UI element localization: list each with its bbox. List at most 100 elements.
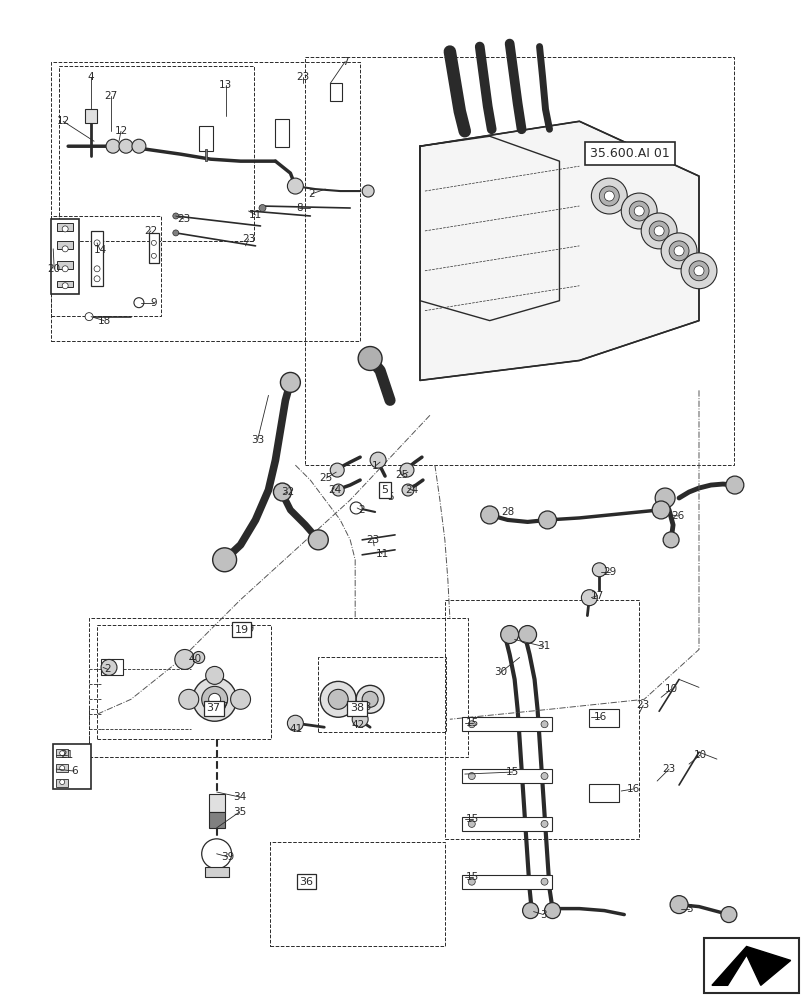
Text: 36: 36 — [299, 877, 313, 887]
Circle shape — [94, 240, 100, 246]
Circle shape — [106, 139, 120, 153]
Text: 17: 17 — [590, 591, 603, 601]
Text: 16: 16 — [626, 784, 639, 794]
Circle shape — [590, 178, 626, 214]
Text: 38: 38 — [358, 702, 371, 712]
Circle shape — [320, 681, 356, 717]
Text: 32: 32 — [281, 487, 294, 497]
Bar — [101, 659, 122, 675]
Text: 23: 23 — [366, 535, 380, 545]
Bar — [275, 119, 289, 147]
Bar — [57, 261, 73, 269]
Circle shape — [720, 907, 736, 923]
Text: 35.600.AI 01: 35.600.AI 01 — [590, 147, 669, 160]
Text: 11: 11 — [249, 210, 262, 220]
Circle shape — [62, 266, 68, 272]
Text: 25: 25 — [395, 470, 408, 480]
Text: 5: 5 — [381, 485, 388, 495]
Text: 23: 23 — [242, 234, 255, 244]
Circle shape — [62, 246, 68, 252]
Text: 15: 15 — [466, 814, 478, 824]
Bar — [56, 749, 68, 757]
Circle shape — [540, 721, 547, 728]
Bar — [91, 231, 103, 286]
Bar — [703, 938, 798, 993]
Text: 39: 39 — [221, 852, 234, 862]
Text: 5: 5 — [386, 492, 393, 502]
Bar — [51, 219, 79, 294]
Circle shape — [173, 213, 178, 219]
Circle shape — [280, 372, 300, 392]
Text: 2: 2 — [358, 505, 364, 515]
Text: 36: 36 — [303, 876, 316, 886]
Polygon shape — [419, 121, 698, 380]
Text: 6: 6 — [71, 766, 77, 776]
Circle shape — [654, 226, 663, 236]
Bar — [54, 744, 91, 789]
Circle shape — [230, 689, 251, 709]
Circle shape — [673, 246, 683, 256]
Text: 27: 27 — [105, 91, 118, 101]
Circle shape — [328, 689, 348, 709]
Text: 10: 10 — [663, 684, 677, 694]
Circle shape — [151, 240, 157, 245]
Circle shape — [308, 530, 328, 550]
Bar — [208, 812, 225, 828]
Circle shape — [259, 205, 266, 211]
Bar — [57, 223, 73, 231]
Circle shape — [212, 548, 236, 572]
Circle shape — [85, 313, 93, 321]
Circle shape — [62, 283, 68, 289]
Circle shape — [468, 773, 474, 780]
Circle shape — [208, 693, 221, 705]
Circle shape — [500, 626, 518, 644]
Bar — [56, 764, 68, 772]
Circle shape — [192, 677, 236, 721]
Circle shape — [592, 563, 606, 577]
Circle shape — [633, 206, 643, 216]
Bar — [57, 241, 73, 249]
Text: 3: 3 — [684, 904, 692, 914]
Bar — [199, 126, 212, 151]
Bar — [204, 867, 229, 877]
Circle shape — [101, 659, 117, 675]
Bar — [330, 83, 341, 101]
Text: 15: 15 — [466, 718, 478, 728]
Text: 23: 23 — [662, 764, 675, 774]
Text: 34: 34 — [233, 792, 246, 802]
Bar — [461, 817, 551, 831]
Text: 33: 33 — [251, 435, 264, 445]
Circle shape — [725, 476, 743, 494]
Circle shape — [362, 185, 374, 197]
Bar — [318, 657, 445, 732]
Text: 19: 19 — [242, 624, 255, 634]
Text: 13: 13 — [219, 80, 232, 90]
Circle shape — [174, 649, 195, 669]
Polygon shape — [711, 946, 790, 985]
Text: 24: 24 — [328, 485, 341, 495]
Text: 42: 42 — [351, 720, 364, 730]
Bar — [461, 717, 551, 731]
Bar — [270, 842, 444, 946]
Circle shape — [668, 241, 689, 261]
Text: 25: 25 — [320, 473, 333, 483]
Circle shape — [603, 191, 614, 201]
Circle shape — [518, 626, 536, 644]
Text: 20: 20 — [48, 264, 61, 274]
Circle shape — [201, 686, 227, 712]
Circle shape — [669, 896, 687, 914]
Circle shape — [131, 139, 146, 153]
Circle shape — [544, 903, 560, 919]
Bar — [97, 625, 271, 739]
Text: 22: 22 — [144, 226, 157, 236]
Text: 28: 28 — [500, 507, 513, 517]
Text: 19: 19 — [234, 625, 248, 635]
Circle shape — [119, 139, 133, 153]
Circle shape — [663, 532, 678, 548]
Text: 8: 8 — [296, 203, 303, 213]
Circle shape — [648, 221, 668, 241]
Circle shape — [540, 820, 547, 827]
Text: 24: 24 — [405, 485, 418, 495]
Circle shape — [654, 488, 674, 508]
Circle shape — [94, 276, 100, 282]
